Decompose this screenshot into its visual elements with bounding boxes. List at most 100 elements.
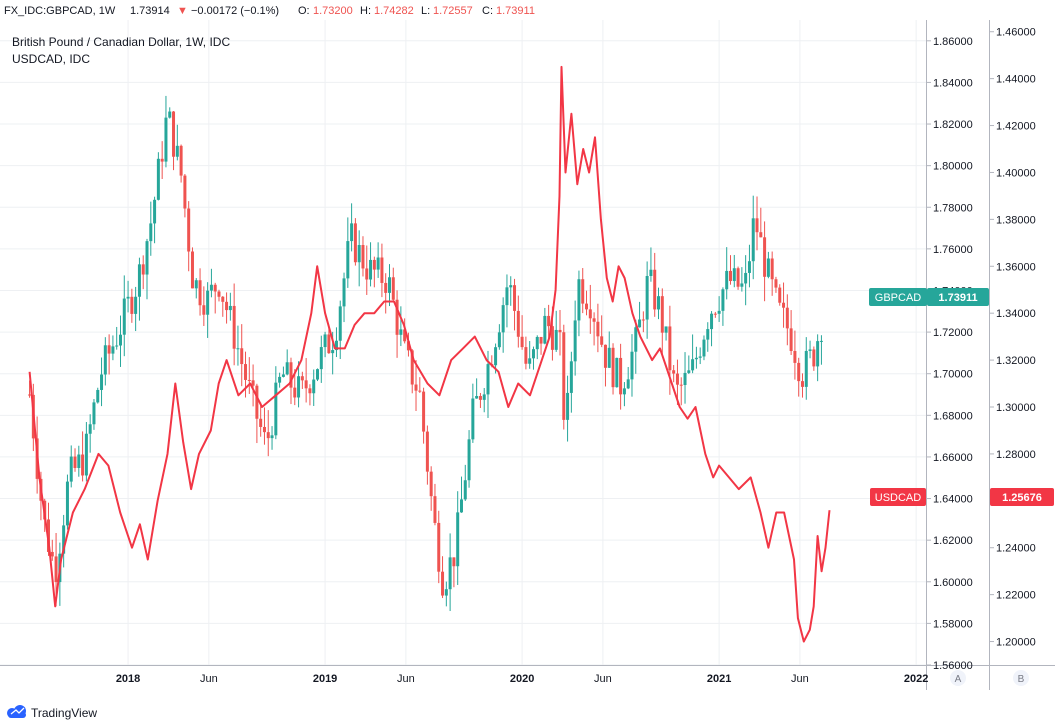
candle-body bbox=[190, 251, 194, 289]
axis-a-tick-label: 1.62000 bbox=[933, 535, 973, 547]
candle-body bbox=[403, 329, 407, 342]
header-open-label: O: bbox=[298, 5, 310, 17]
candle-body bbox=[418, 390, 422, 392]
header-low-label: L: bbox=[421, 5, 430, 17]
candle-body bbox=[793, 350, 797, 363]
candle-body bbox=[687, 370, 691, 373]
candle-body bbox=[641, 319, 645, 321]
time-axis-tick-label: Jun bbox=[791, 673, 809, 685]
axis-a-tick-label: 1.80000 bbox=[933, 161, 973, 173]
candle-body bbox=[649, 269, 653, 276]
header-high: 1.74282 bbox=[374, 5, 414, 17]
candle-body bbox=[732, 268, 736, 282]
candle-body bbox=[77, 454, 81, 468]
candle-body bbox=[675, 373, 679, 385]
candle-body bbox=[452, 557, 456, 567]
axis-a-tick-label: 1.64000 bbox=[933, 494, 973, 506]
candle-body bbox=[342, 278, 346, 307]
candle-body bbox=[369, 259, 373, 280]
candle-body bbox=[115, 345, 119, 347]
candle-body bbox=[755, 218, 759, 233]
candle-body bbox=[645, 275, 649, 320]
candle-body bbox=[285, 362, 289, 375]
axis-a-tick-label: 1.76000 bbox=[933, 244, 973, 256]
axis-b-tick-label: 1.24000 bbox=[996, 543, 1036, 555]
axis-a-tick-label: 1.58000 bbox=[933, 618, 973, 630]
candle-body bbox=[672, 370, 676, 374]
candle-body bbox=[175, 145, 179, 157]
candle-body bbox=[84, 433, 88, 476]
candle-body bbox=[751, 218, 755, 262]
scale-b-button[interactable]: B bbox=[1013, 670, 1029, 686]
scale-a-button[interactable]: A bbox=[950, 670, 966, 686]
header-symbol[interactable]: FX_IDC:GBPCAD, 1W bbox=[4, 5, 116, 17]
candle-body bbox=[73, 456, 77, 468]
legend-main-title[interactable]: British Pound / Canadian Dollar, 1W, IDC bbox=[12, 35, 230, 49]
candle-body bbox=[54, 556, 58, 583]
candle-body bbox=[50, 551, 54, 557]
candle-body bbox=[603, 344, 607, 368]
tradingview-logo[interactable]: TradingView bbox=[7, 705, 97, 720]
candle-body bbox=[323, 334, 327, 348]
candle-body bbox=[65, 481, 69, 526]
legend-overlay-title[interactable]: USDCAD, IDC bbox=[12, 52, 90, 66]
candle-body bbox=[247, 379, 251, 381]
candle-body bbox=[266, 432, 270, 439]
candle-body bbox=[92, 402, 96, 425]
candle-body bbox=[228, 305, 232, 311]
axis-b-tick-label: 1.30000 bbox=[996, 402, 1036, 414]
candle-body bbox=[259, 418, 263, 427]
candle-body bbox=[456, 512, 460, 567]
candle-body bbox=[387, 277, 391, 293]
candle-body bbox=[422, 391, 426, 432]
candle-body bbox=[657, 296, 661, 310]
axis-a-tick-label: 1.70000 bbox=[933, 369, 973, 381]
candle-body bbox=[221, 296, 225, 302]
candle-body bbox=[316, 369, 320, 380]
candle-body bbox=[414, 384, 418, 391]
axis-b-tick-label: 1.44000 bbox=[996, 74, 1036, 86]
candle-body bbox=[660, 296, 664, 333]
candle-body bbox=[513, 285, 517, 311]
candle-body bbox=[797, 362, 801, 382]
candle-body bbox=[293, 387, 297, 398]
candle-body bbox=[808, 349, 812, 351]
candle-body bbox=[202, 305, 206, 315]
candle-body bbox=[698, 356, 702, 358]
header-close-label: C: bbox=[482, 5, 493, 17]
brand-name: TradingView bbox=[31, 706, 97, 720]
candle-body bbox=[429, 471, 433, 497]
candle-body bbox=[585, 303, 589, 310]
candle-body bbox=[137, 264, 141, 297]
axis-a-tick-label: 1.68000 bbox=[933, 410, 973, 422]
candle-body bbox=[497, 332, 501, 348]
candle-body bbox=[713, 313, 717, 315]
candle-body bbox=[357, 245, 361, 263]
candle-body bbox=[183, 175, 187, 209]
candle-body bbox=[706, 329, 710, 340]
candle-body bbox=[425, 431, 429, 472]
candle-body bbox=[721, 289, 725, 311]
candle-body bbox=[588, 309, 592, 319]
candle-body bbox=[107, 345, 111, 354]
axis-b-tick-label: 1.32000 bbox=[996, 355, 1036, 367]
time-axis-tick-label: 2020 bbox=[510, 673, 534, 685]
candle-body bbox=[69, 456, 73, 482]
scale-b-label: B bbox=[1018, 674, 1025, 685]
candle-body bbox=[334, 340, 338, 351]
candle-body bbox=[509, 285, 513, 288]
time-axis[interactable]: 2018 Jun 2019 Jun 2020 Jun 2021 Jun 2022 bbox=[116, 673, 929, 685]
candle-body bbox=[622, 388, 626, 395]
candle-body bbox=[607, 347, 611, 368]
candle-body bbox=[520, 336, 524, 348]
candle-body bbox=[255, 385, 259, 419]
candle-body bbox=[581, 279, 585, 304]
candle-body bbox=[62, 525, 66, 554]
candle-body bbox=[206, 290, 210, 315]
candle-body bbox=[717, 310, 721, 314]
candle-body bbox=[691, 359, 695, 371]
candle-body bbox=[554, 329, 558, 350]
candle-body bbox=[763, 237, 767, 277]
